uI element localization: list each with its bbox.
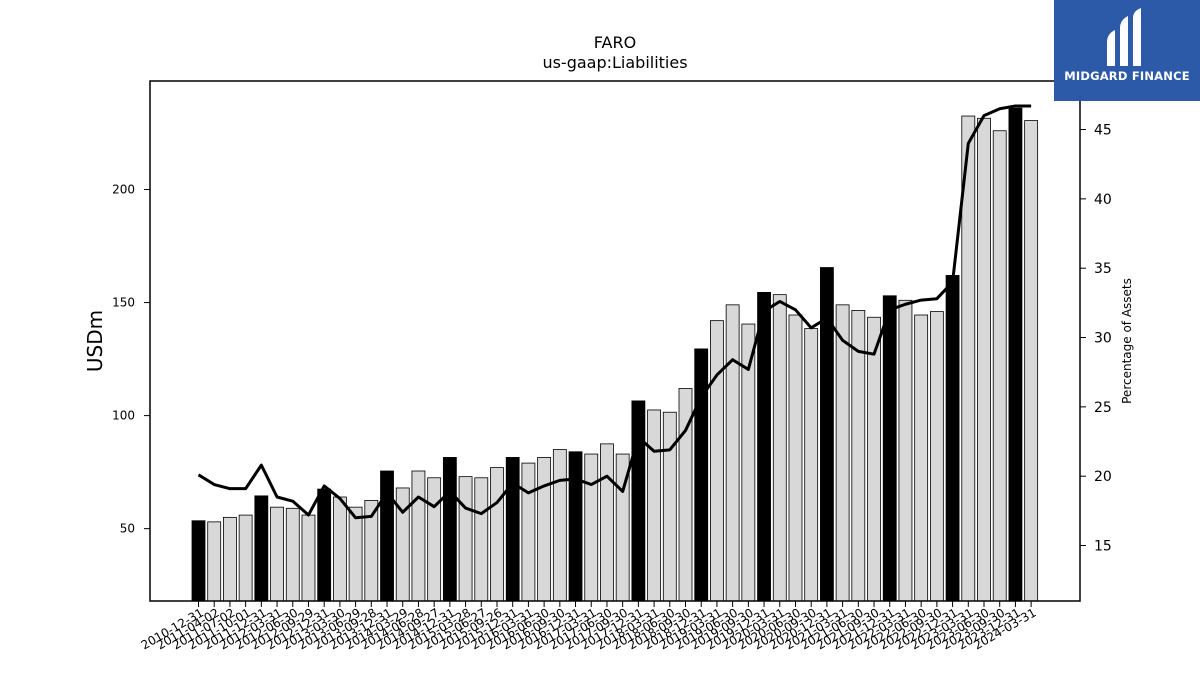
bar: [882, 295, 897, 602]
bar: [631, 400, 646, 602]
y2-tick-label: 30: [1094, 331, 1112, 347]
bar: [867, 316, 881, 602]
bar: [332, 496, 347, 602]
bar: [427, 477, 442, 602]
bar: [1024, 120, 1039, 602]
y2-tick-label: 25: [1094, 400, 1112, 416]
left-axis: 50 100 150 200: [112, 183, 150, 536]
bar: [238, 514, 253, 602]
bar: [1008, 107, 1023, 602]
bar: [411, 470, 426, 602]
bar: [662, 411, 677, 602]
percentage-line: [197, 104, 1032, 520]
bar: [552, 449, 567, 602]
bar: [254, 495, 269, 602]
y-tick-label: 50: [120, 522, 135, 536]
bar: [992, 130, 1007, 602]
x-axis: 2010-12-312011-04-022011-07-022011-10-01…: [139, 601, 1039, 652]
bar: [977, 117, 991, 602]
bar: [490, 467, 504, 602]
bar: [521, 462, 536, 602]
y-axis-label: USDm: [83, 310, 107, 372]
bar: [804, 328, 819, 602]
bar: [301, 514, 316, 602]
bar: [505, 457, 520, 602]
bar: [285, 507, 300, 602]
bar: [474, 477, 489, 602]
y-tick-label: 150: [112, 296, 135, 310]
bar: [600, 443, 614, 602]
bar: [207, 521, 222, 602]
brand-logo: MIDGARD FINANCE: [1054, 0, 1200, 101]
bar: [757, 291, 771, 602]
bar: [914, 314, 929, 602]
bar: [898, 299, 913, 602]
y2-tick-label: 40: [1094, 192, 1112, 208]
y2-tick-label: 15: [1094, 539, 1112, 555]
y2-axis-label: Percentage of Assets: [1120, 278, 1134, 404]
bar: [694, 348, 709, 602]
bar: [929, 311, 944, 602]
bar: [223, 516, 237, 602]
bar: [835, 304, 850, 602]
bar: [380, 470, 394, 602]
bar: [270, 506, 284, 602]
y2-tick-label: 35: [1094, 261, 1112, 277]
chart-subtitle: us-gaap:Liabilities: [542, 53, 687, 72]
bar: [945, 275, 960, 602]
bar: [788, 314, 803, 602]
bar: [317, 488, 332, 602]
y-tick-label: 100: [112, 409, 135, 423]
y2-tick-label: 45: [1094, 123, 1112, 139]
chart-title: FARO: [594, 33, 636, 52]
bar: [710, 320, 724, 602]
bar: [725, 304, 740, 602]
y2-tick-label: 20: [1094, 469, 1112, 485]
logo-mark-icon: [1107, 8, 1141, 66]
bar: [348, 506, 363, 602]
right-axis: 15 20 25 30 35 40 45: [1080, 123, 1112, 555]
bar: [584, 453, 599, 602]
bar: [191, 520, 206, 602]
brand-name: MIDGARD FINANCE: [1064, 69, 1190, 83]
bar: [568, 451, 583, 602]
bar: [442, 457, 457, 602]
bar: [458, 476, 473, 602]
bar: [537, 457, 552, 602]
plot-frame: [149, 80, 1081, 602]
bar: [851, 310, 866, 602]
bar: [647, 409, 661, 602]
y-tick-label: 200: [112, 183, 135, 197]
bar-series: [191, 107, 1039, 602]
bar: [772, 294, 787, 602]
